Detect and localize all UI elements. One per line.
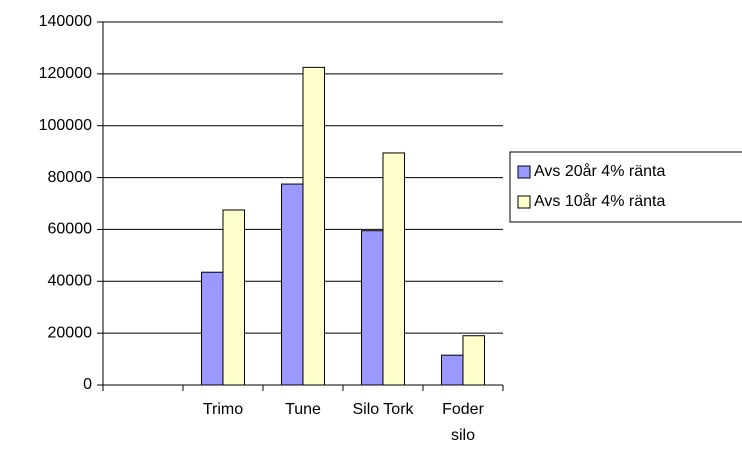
legend-swatch — [517, 165, 531, 179]
bar — [441, 354, 464, 386]
bar — [462, 335, 485, 386]
bar — [222, 209, 245, 386]
legend-label: Avs 10år 4% ränta — [534, 192, 665, 210]
y-tick-label: 140000 — [39, 13, 92, 30]
bar — [361, 230, 384, 386]
legend-swatch — [517, 195, 531, 209]
bar — [382, 152, 405, 386]
x-tick-label: Foder silo — [442, 401, 484, 444]
bar — [201, 271, 224, 386]
x-tick-label: Tune — [285, 401, 321, 418]
legend-label: Avs 20år 4% ränta — [534, 162, 665, 180]
y-tick-label: 120000 — [39, 65, 92, 82]
y-tick-label: 40000 — [48, 273, 93, 290]
y-tick-label: 80000 — [48, 169, 93, 186]
y-tick-label: 60000 — [48, 221, 93, 238]
x-tick-label: Silo Tork — [352, 401, 414, 418]
y-tick-label: 100000 — [39, 117, 92, 134]
bar — [281, 183, 304, 386]
legend-box — [509, 151, 742, 223]
y-tick-label: 0 — [83, 376, 92, 393]
bar — [302, 66, 325, 386]
x-tick-label: Trimo — [202, 401, 244, 418]
y-tick-label: 20000 — [48, 324, 93, 341]
